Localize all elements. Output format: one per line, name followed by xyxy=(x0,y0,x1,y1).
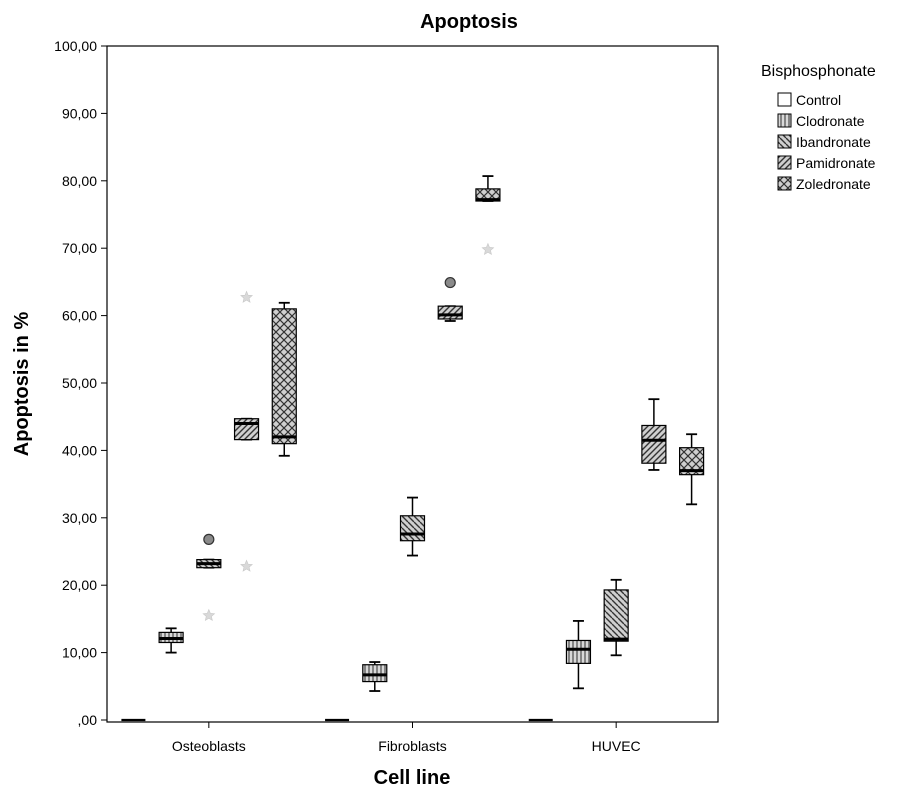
y-tick-label: 20,00 xyxy=(62,577,97,593)
legend-swatch xyxy=(777,113,792,128)
extreme-marker xyxy=(240,559,254,572)
legend: Bisphosphonate Control Clodronate Ibandron… xyxy=(761,63,876,192)
box-pamidronate-fibroblasts xyxy=(437,276,463,322)
x-tick-label: Fibroblasts xyxy=(378,738,446,754)
box-body xyxy=(362,664,388,683)
extreme-marker xyxy=(240,290,254,303)
box-clodronate-osteoblasts xyxy=(158,627,184,654)
legend-item-label: Clodronate xyxy=(796,113,865,129)
legend-swatch xyxy=(777,176,792,191)
legend-swatch xyxy=(777,134,792,149)
box-body xyxy=(271,308,297,445)
y-tick-label: 90,00 xyxy=(62,105,97,121)
y-tick-label: 100,00 xyxy=(54,38,97,54)
legend-title: Bisphosphonate xyxy=(761,63,876,80)
box-ibandronate-osteoblasts xyxy=(196,533,222,622)
extreme-marker xyxy=(202,608,216,622)
box-body xyxy=(437,305,463,320)
legend-swatch xyxy=(777,92,792,107)
box-clodronate-huvec xyxy=(565,620,592,690)
box-zoledronate-huvec xyxy=(678,433,705,506)
y-tick-label: 10,00 xyxy=(62,645,97,661)
y-tick-label: 60,00 xyxy=(62,308,97,324)
box-pamidronate-huvec xyxy=(641,398,667,471)
extreme-marker xyxy=(481,242,495,256)
y-tick-label: 50,00 xyxy=(62,375,97,391)
x-axis-title: Cell line xyxy=(374,767,451,789)
y-axis: ,00 10,00 20,00 30,00 40,00 50,00 60,00 70,00 80… xyxy=(54,38,107,728)
legend-item-label: Pamidronate xyxy=(796,155,876,171)
y-tick-label: 80,00 xyxy=(62,173,97,189)
x-axis: Osteoblasts Fibroblasts HUVEC xyxy=(172,722,641,754)
y-tick-label: 30,00 xyxy=(62,510,97,526)
outlier-marker xyxy=(203,533,215,545)
legend-swatch xyxy=(777,155,792,170)
chart-title: Apoptosis xyxy=(420,11,518,33)
legend-item-label: Control xyxy=(796,92,841,108)
y-tick-label: 70,00 xyxy=(62,240,97,256)
y-tick-label: ,00 xyxy=(78,712,98,728)
box-zoledronate-osteoblasts xyxy=(271,301,297,457)
box-clodronate-fibroblasts xyxy=(362,661,388,692)
box-pamidronate-osteoblasts xyxy=(233,290,260,572)
box-zoledronate-fibroblasts xyxy=(475,175,501,256)
box-body xyxy=(399,515,426,542)
box-body xyxy=(233,418,260,441)
x-tick-label: Osteoblasts xyxy=(172,738,246,754)
outlier-marker xyxy=(444,276,456,289)
x-tick-label: HUVEC xyxy=(592,738,641,754)
box-plots xyxy=(121,175,705,722)
legend-item-label: Zoledronate xyxy=(796,176,871,192)
y-axis-title: Apoptosis in % xyxy=(11,312,33,457)
box-ibandronate-fibroblasts xyxy=(399,496,426,557)
box-body xyxy=(641,424,667,464)
box-ibandronate-huvec xyxy=(603,578,629,657)
box-body xyxy=(603,589,629,642)
y-tick-label: 40,00 xyxy=(62,442,97,458)
legend-item-label: Ibandronate xyxy=(796,134,871,150)
box-body xyxy=(565,639,592,664)
